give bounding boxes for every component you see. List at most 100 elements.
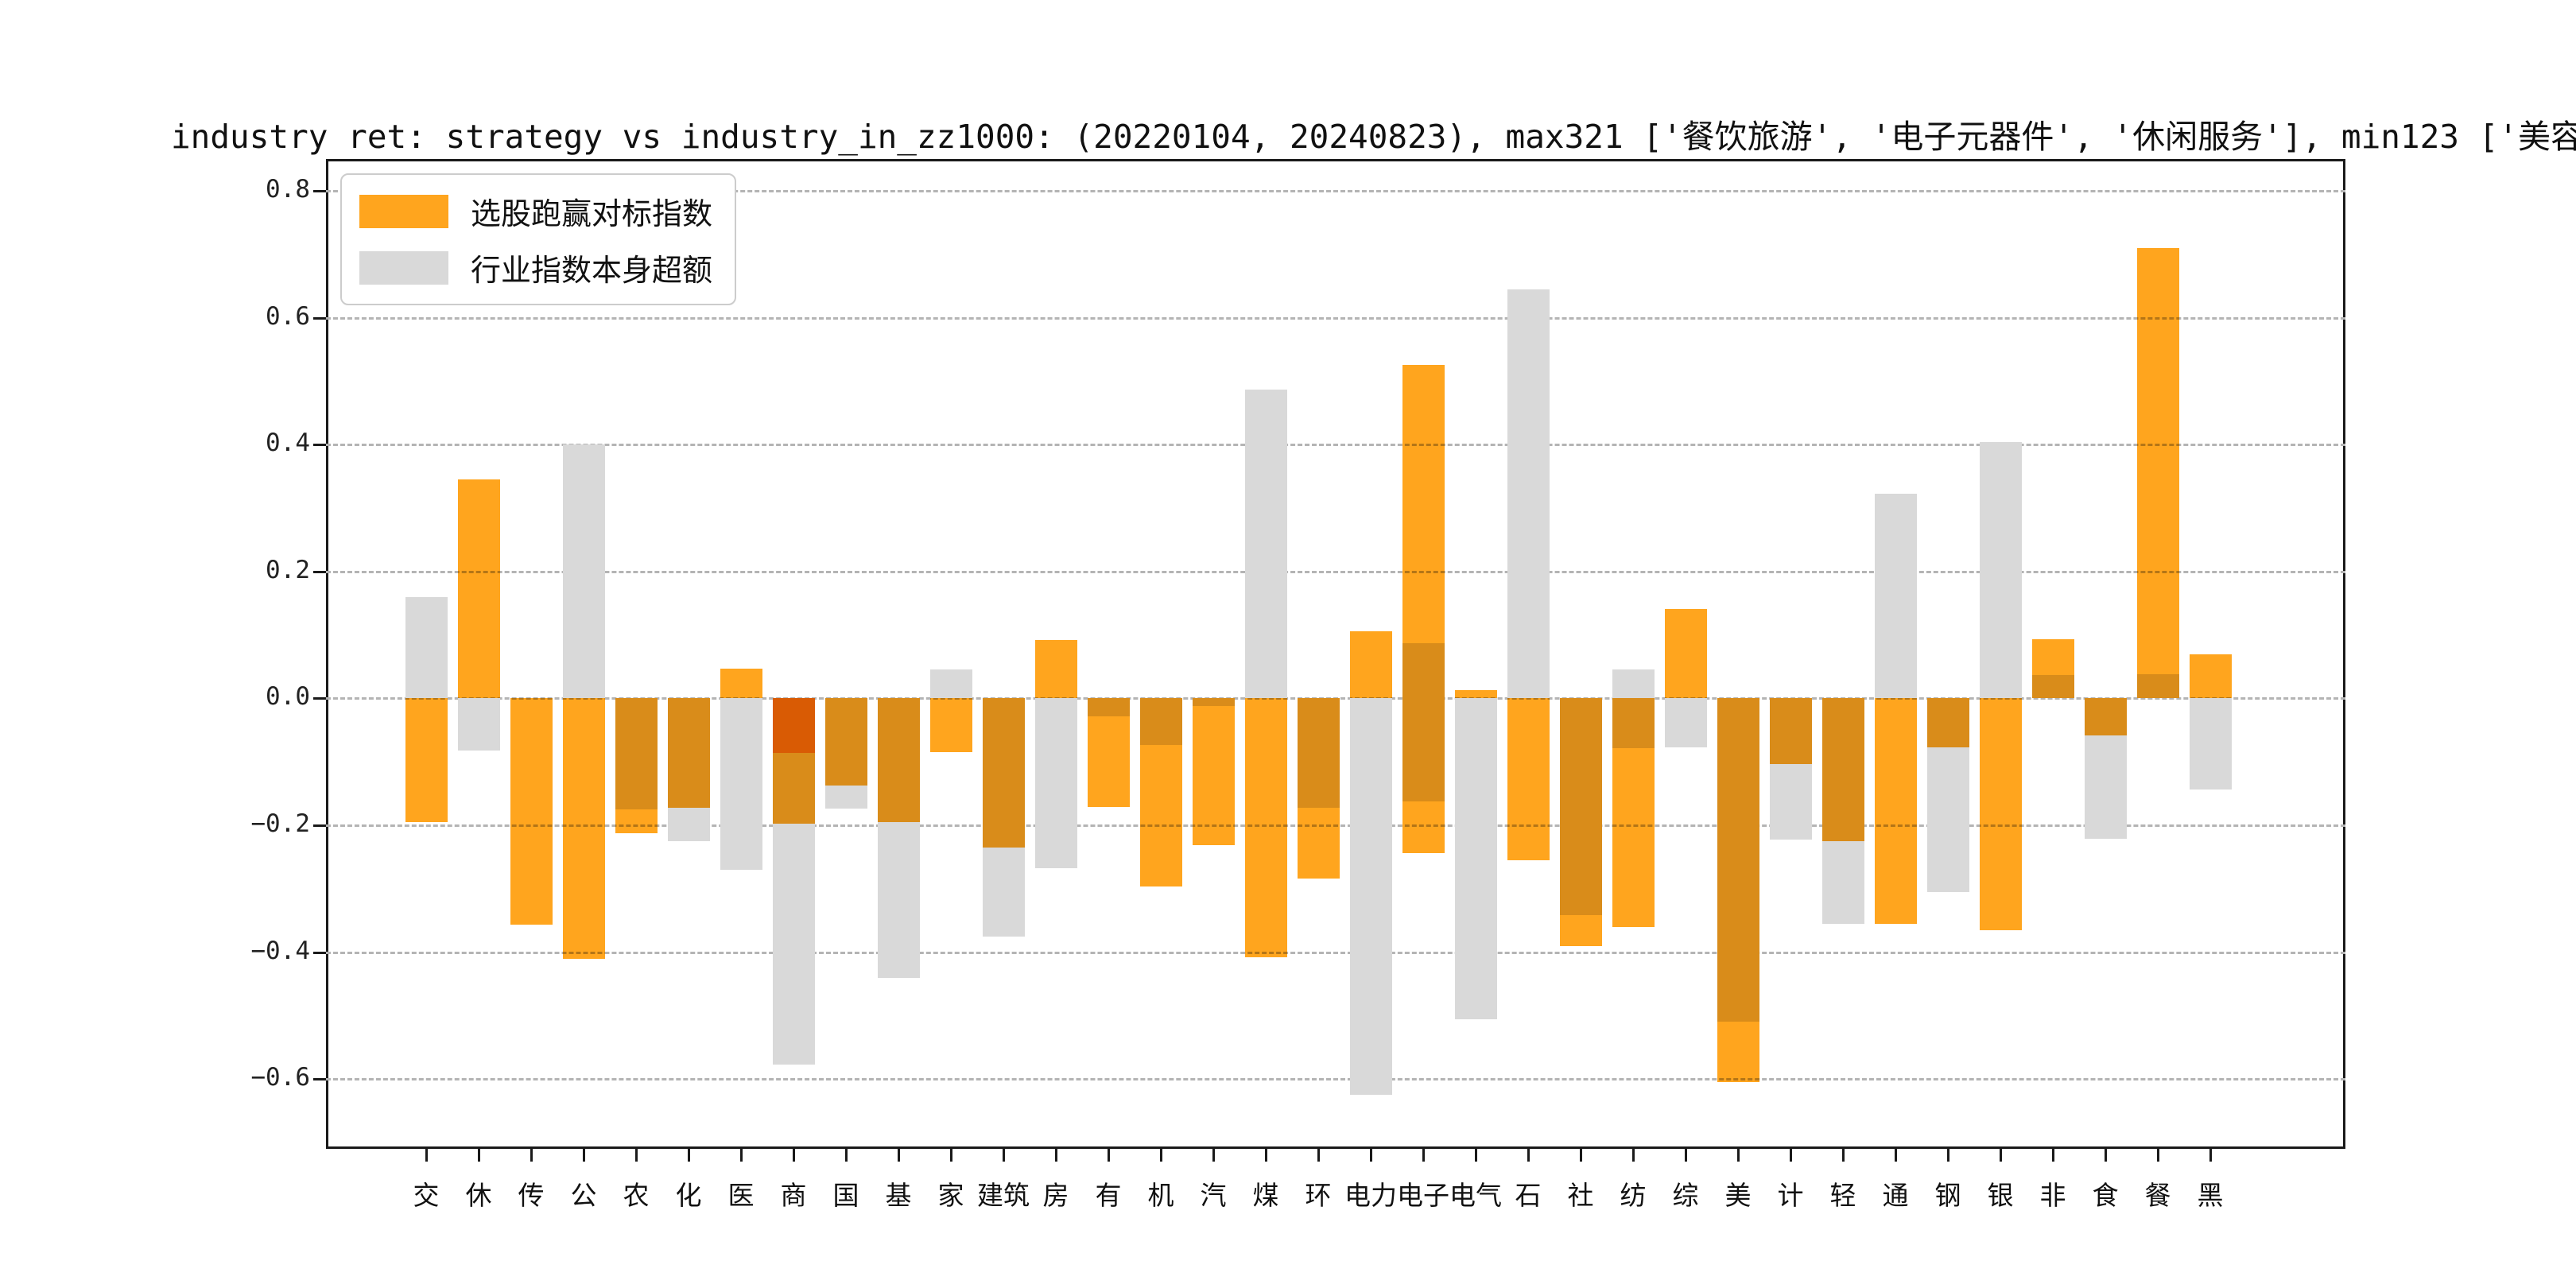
x-tick-label: 机 — [1147, 1180, 1174, 1211]
bar-segment — [2136, 247, 2179, 699]
grid-line — [326, 1078, 2345, 1081]
x-tick-mark — [1894, 1149, 1897, 1162]
bar-segment — [1821, 698, 1864, 841]
y-tick-label: 0.2 — [266, 555, 310, 584]
legend-entry-industry: 行业指数本身超额 — [359, 246, 712, 289]
x-tick-mark — [1264, 1149, 1267, 1162]
x-tick-mark — [1579, 1149, 1582, 1162]
x-tick-label: 食 — [2092, 1180, 2119, 1211]
bar-segment — [1349, 698, 1392, 1096]
x-tick-label: 家 — [937, 1180, 964, 1211]
x-tick-mark — [2209, 1149, 2212, 1162]
x-tick-mark — [1841, 1149, 1845, 1162]
bar-segment — [457, 479, 500, 699]
x-tick-mark — [949, 1149, 952, 1162]
bar-segment — [1507, 289, 1550, 699]
x-tick-mark — [844, 1149, 848, 1162]
bar-segment — [1034, 698, 1077, 869]
x-tick-mark — [582, 1149, 585, 1162]
x-tick-mark — [1054, 1149, 1057, 1162]
x-tick-mark — [1107, 1149, 1110, 1162]
x-tick-label: 医 — [727, 1180, 755, 1211]
grid-line — [326, 951, 2345, 954]
x-tick-label: 交 — [413, 1180, 440, 1211]
x-tick-mark — [2156, 1149, 2159, 1162]
y-tick-mark — [313, 824, 326, 827]
bar-segment — [1664, 698, 1707, 747]
x-tick-mark — [1002, 1149, 1005, 1162]
x-tick-label: 非 — [2039, 1180, 2066, 1211]
x-tick-label: 综 — [1672, 1180, 1699, 1211]
x-tick-mark — [1527, 1149, 1530, 1162]
x-tick-label: 休 — [465, 1180, 492, 1211]
bar-segment — [1454, 689, 1497, 699]
x-tick-mark — [739, 1149, 743, 1162]
x-tick-label: 公 — [570, 1180, 597, 1211]
y-tick-label: 0.6 — [266, 301, 310, 331]
legend-swatch-gray — [359, 250, 448, 285]
bar-segment — [929, 698, 972, 753]
x-tick-label: 国 — [832, 1180, 859, 1211]
y-tick-mark — [313, 951, 326, 954]
x-tick-mark — [1684, 1149, 1687, 1162]
x-tick-mark — [897, 1149, 900, 1162]
bar-segment — [982, 698, 1025, 848]
bar-segment — [1612, 698, 1655, 928]
bar-segment — [929, 669, 972, 699]
x-tick-mark — [1212, 1149, 1215, 1162]
bar-segment — [457, 698, 500, 751]
bar-segment — [1874, 493, 1917, 699]
bar-segment — [2189, 654, 2232, 699]
x-tick-label: 基 — [885, 1180, 912, 1211]
x-tick-mark — [1422, 1149, 1425, 1162]
legend-label-strategy: 选股跑赢对标指数 — [471, 196, 713, 231]
x-tick-mark — [1474, 1149, 1477, 1162]
x-tick-mark — [792, 1149, 795, 1162]
x-tick-mark — [1159, 1149, 1162, 1162]
bar-segment — [1402, 365, 1445, 699]
x-tick-label: 有 — [1095, 1180, 1122, 1211]
legend: 选股跑赢对标指数 行业指数本身超额 — [340, 173, 737, 305]
x-tick-mark — [634, 1149, 638, 1162]
x-tick-mark — [1946, 1149, 1949, 1162]
bar-segment — [667, 698, 710, 808]
x-tick-mark — [1369, 1149, 1372, 1162]
y-tick-label: −0.2 — [250, 809, 310, 838]
x-tick-label: 农 — [623, 1180, 650, 1211]
x-tick-label: 银 — [1987, 1180, 2014, 1211]
y-tick-mark — [313, 570, 326, 573]
bar-segment — [615, 698, 658, 833]
x-tick-label: 房 — [1042, 1180, 1069, 1211]
bar-segment — [1664, 608, 1707, 699]
x-tick-label: 环 — [1305, 1180, 1332, 1211]
x-tick-label: 轻 — [1829, 1180, 1856, 1211]
y-tick-mark — [313, 189, 326, 192]
bar-segment — [1192, 698, 1235, 845]
bar-segment — [405, 698, 448, 822]
bar-segment — [1087, 698, 1130, 807]
bar-segment — [772, 698, 815, 824]
x-tick-label: 纺 — [1620, 1180, 1647, 1211]
bar-segment — [1926, 698, 1969, 747]
x-tick-mark — [477, 1149, 480, 1162]
x-tick-label: 钢 — [1934, 1180, 1961, 1211]
x-tick-mark — [1736, 1149, 1740, 1162]
x-tick-label: 社 — [1567, 1180, 1594, 1211]
x-tick-label: 商 — [780, 1180, 807, 1211]
y-tick-label: −0.4 — [250, 936, 310, 965]
x-tick-label: 计 — [1777, 1180, 1804, 1211]
x-tick-mark — [530, 1149, 533, 1162]
x-tick-label: 建筑 — [977, 1180, 1030, 1211]
y-tick-label: 0.8 — [266, 174, 310, 204]
bar-segment — [1507, 698, 1550, 860]
bar-segment — [1559, 698, 1602, 947]
x-tick-label: 黑 — [2197, 1180, 2224, 1211]
x-tick-label: 美 — [1724, 1180, 1752, 1211]
bar-segment — [1244, 698, 1287, 957]
x-tick-mark — [687, 1149, 690, 1162]
x-tick-mark — [2104, 1149, 2107, 1162]
x-tick-mark — [1317, 1149, 1320, 1162]
bar-segment — [1612, 669, 1655, 699]
x-tick-mark — [1631, 1149, 1635, 1162]
